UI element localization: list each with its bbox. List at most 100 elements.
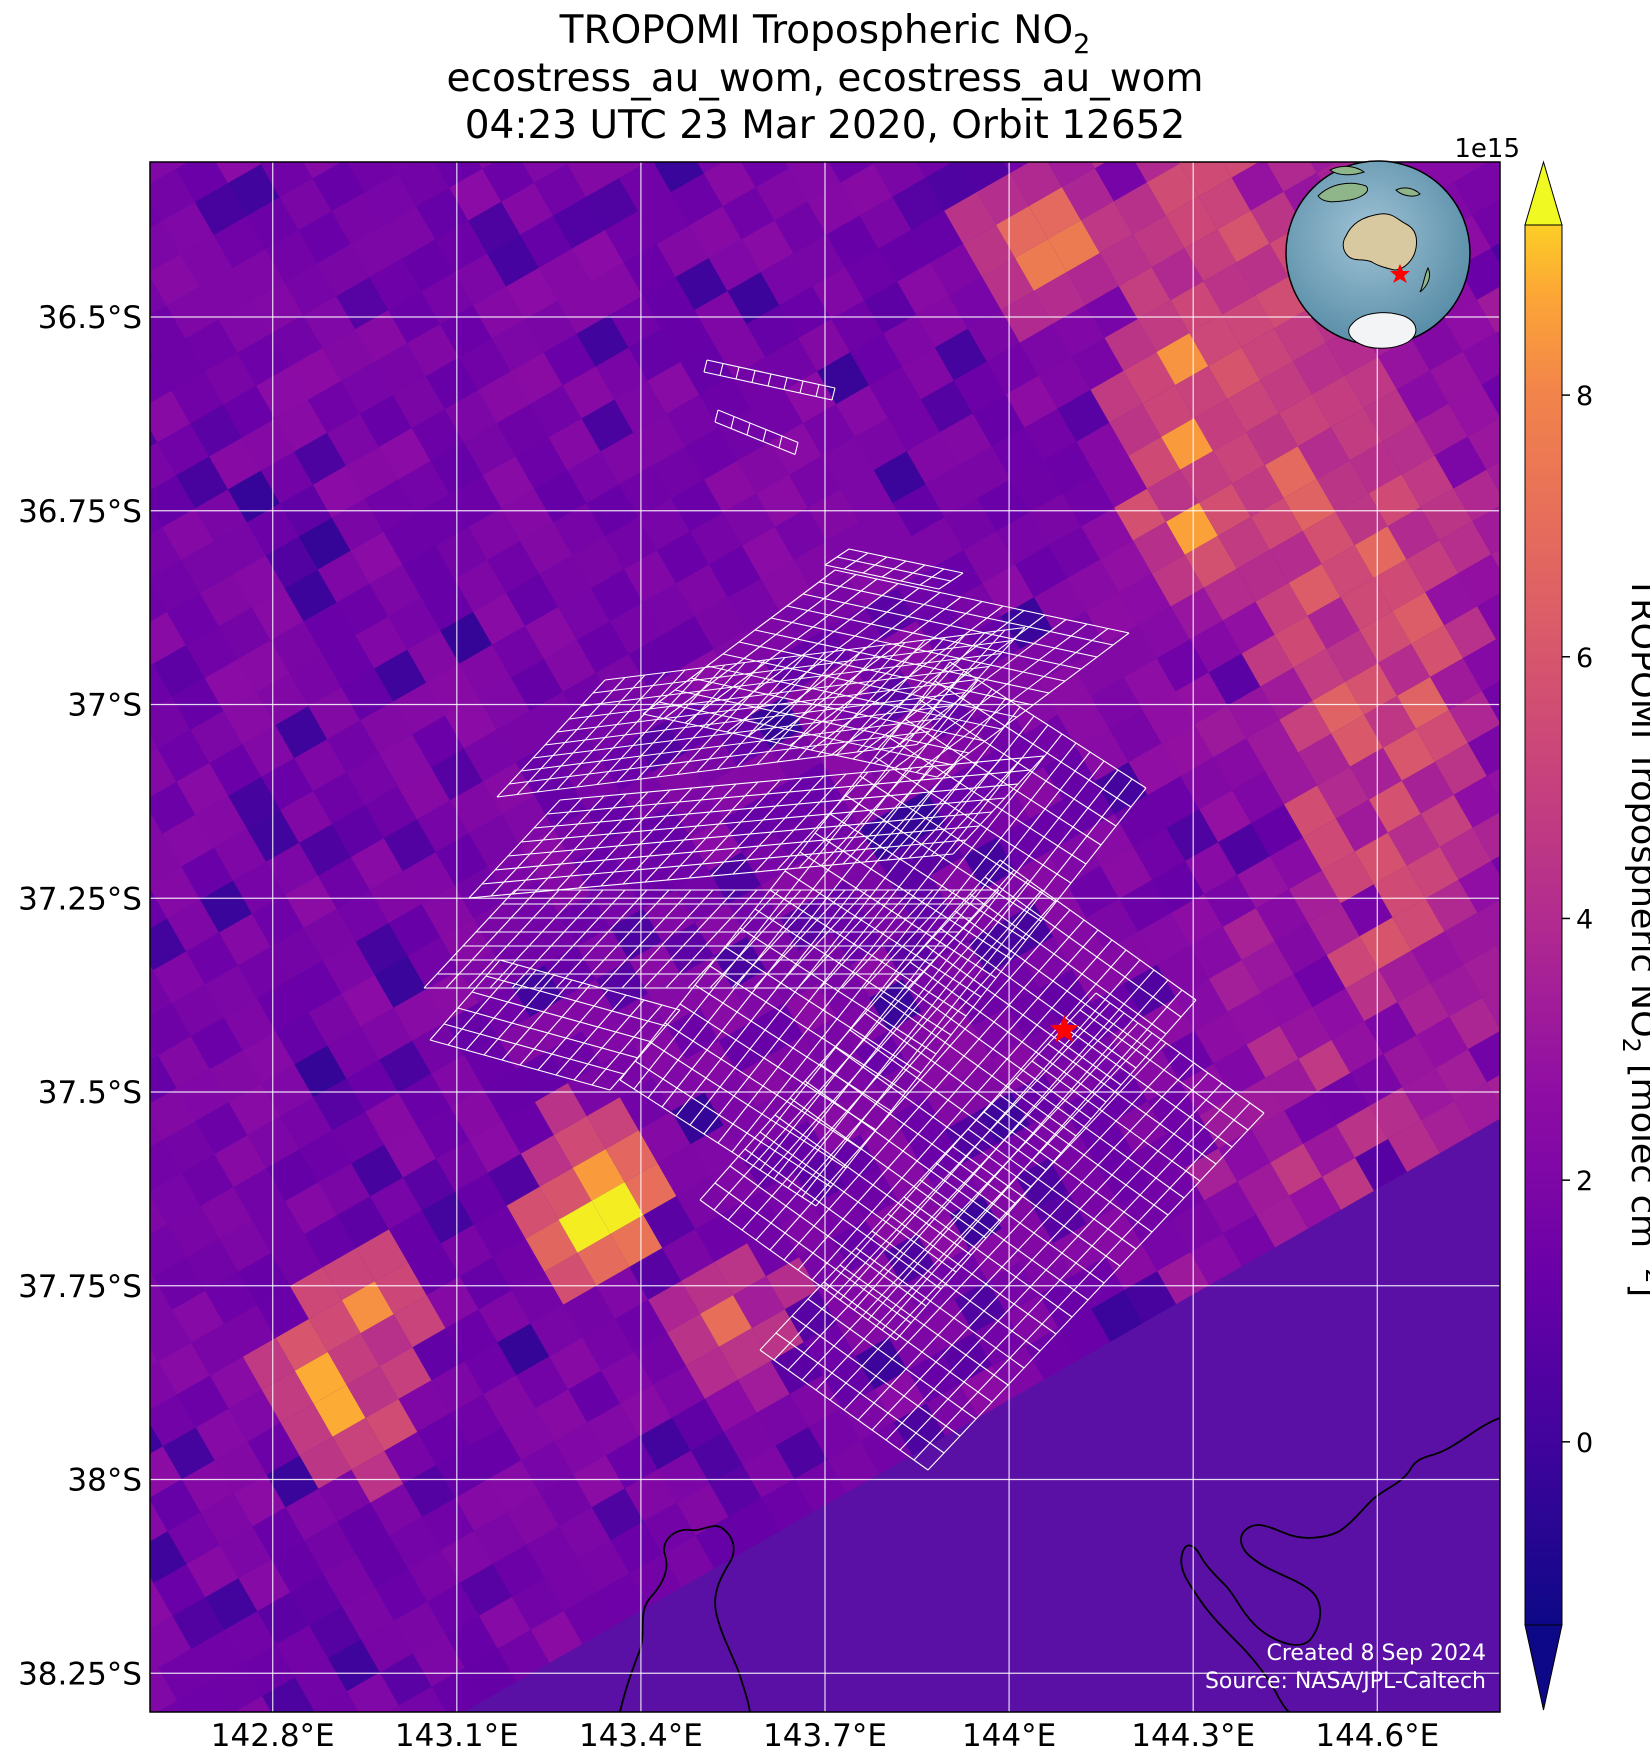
footprint-line xyxy=(797,929,1099,1271)
no2-pixel xyxy=(331,498,384,551)
no2-pixel xyxy=(166,286,219,339)
no2-pixel xyxy=(1392,592,1445,644)
no2-pixel xyxy=(836,998,889,1050)
no2-pixel xyxy=(624,1163,677,1215)
footprint-line xyxy=(600,787,693,887)
no2-pixel xyxy=(502,1408,555,1461)
no2-pixel xyxy=(586,1097,639,1150)
footprint-line xyxy=(730,416,735,429)
no2-pixel xyxy=(605,1130,658,1182)
footprint-line xyxy=(756,647,866,765)
colorbar-tick-label: 4 xyxy=(1576,904,1593,935)
no2-pixel xyxy=(224,1304,276,1357)
no2-pixel xyxy=(520,828,573,881)
no2-pixel xyxy=(180,235,233,287)
map-panel[interactable]: Created 8 Sep 2024 Source: NASA/JPL-Calt… xyxy=(77,97,1586,1752)
no2-pixel xyxy=(774,201,827,254)
no2-pixel xyxy=(284,263,337,316)
no2-pixel xyxy=(435,833,488,886)
no2-pixel xyxy=(407,324,459,377)
no2-pixel xyxy=(1383,1035,1436,1088)
no2-pixel xyxy=(1495,330,1500,341)
footprint-line xyxy=(647,679,979,1099)
no2-pixel xyxy=(1420,794,1473,847)
no2-pixel xyxy=(1256,1195,1308,1248)
footprint-line xyxy=(688,779,781,879)
no2-pixel xyxy=(412,715,464,768)
no2-pixel xyxy=(214,522,266,575)
no2-pixel xyxy=(934,328,987,381)
no2-pixel xyxy=(290,1267,342,1319)
no2-pixel xyxy=(455,1479,507,1531)
no2-pixel xyxy=(383,206,436,259)
no2-pixel xyxy=(318,1469,371,1522)
no2-pixel xyxy=(634,1332,686,1385)
no2-pixel xyxy=(652,753,705,805)
no2-pixel xyxy=(1463,639,1500,692)
no2-pixel xyxy=(808,1408,861,1460)
no2-pixel xyxy=(150,970,172,1016)
no2-pixel xyxy=(642,583,695,636)
no2-pixel xyxy=(756,1087,809,1140)
no2-pixel xyxy=(793,234,846,287)
no2-pixel xyxy=(303,296,356,348)
footprint-line xyxy=(532,704,954,759)
no2-pixel xyxy=(1133,521,1185,574)
y-tick-label: 38.25°S xyxy=(18,1656,142,1692)
no2-pixel xyxy=(1208,347,1261,400)
no2-pixel xyxy=(1477,899,1500,946)
no2-pixel xyxy=(1463,945,1500,998)
no2-pixel xyxy=(700,1295,752,1347)
no2-pixel xyxy=(1227,380,1280,433)
no2-pixel xyxy=(416,800,469,853)
no2-pixel xyxy=(1274,615,1327,668)
no2-pixel xyxy=(1246,107,1298,159)
no2-pixel xyxy=(390,162,418,174)
no2-pixel xyxy=(214,1441,267,1494)
no2-pixel xyxy=(336,583,389,636)
no2-pixel xyxy=(1190,927,1242,979)
no2-pixel xyxy=(987,955,1040,1008)
footprint-line xyxy=(457,1007,639,1059)
footprint-line xyxy=(863,889,956,989)
no2-pixel xyxy=(1194,705,1247,758)
title-line-2: ecostress_au_wom, ecostress_au_wom xyxy=(447,56,1204,101)
no2-pixel xyxy=(610,1215,663,1267)
no2-pixel xyxy=(643,889,695,942)
no2-pixel xyxy=(954,1280,1007,1333)
no2-pixel xyxy=(657,1450,710,1503)
no2-pixel xyxy=(370,1177,422,1230)
no2-pixel xyxy=(1378,337,1430,390)
no2-pixel xyxy=(1133,828,1186,880)
no2-pixel xyxy=(521,1441,573,1494)
footprint-line xyxy=(801,778,1133,1198)
no2-pixel xyxy=(1312,375,1364,428)
no2-pixel xyxy=(1171,1200,1224,1253)
no2-pixel xyxy=(181,541,233,594)
no2-pixel xyxy=(152,645,205,697)
no2-pixel xyxy=(1307,903,1360,956)
footprint-line xyxy=(787,769,1119,1189)
no2-pixel xyxy=(1401,761,1454,814)
no2-pixel xyxy=(628,635,681,688)
no2-pixel xyxy=(986,342,1039,395)
colorbar-frame xyxy=(1524,224,1563,1626)
no2-pixel xyxy=(449,168,502,221)
no2-pixel xyxy=(1156,333,1209,385)
no2-pixel xyxy=(719,1328,771,1380)
no2-pixel xyxy=(1222,908,1275,960)
no2-pixel xyxy=(1293,955,1346,1007)
no2-pixel xyxy=(317,244,370,297)
no2-pixel xyxy=(468,201,521,254)
no2-pixel xyxy=(356,1229,408,1282)
no2-pixel xyxy=(629,1248,682,1300)
footprint-line xyxy=(755,899,1057,1241)
no2-pixel xyxy=(973,1007,1026,1060)
no2-pixel xyxy=(426,663,478,716)
no2-pixel xyxy=(1487,1074,1500,1105)
no2-pixel xyxy=(722,187,775,240)
no2-pixel xyxy=(327,414,379,466)
no2-pixel xyxy=(270,315,323,367)
no2-pixel xyxy=(351,1144,403,1197)
no2-pixel xyxy=(836,385,888,438)
